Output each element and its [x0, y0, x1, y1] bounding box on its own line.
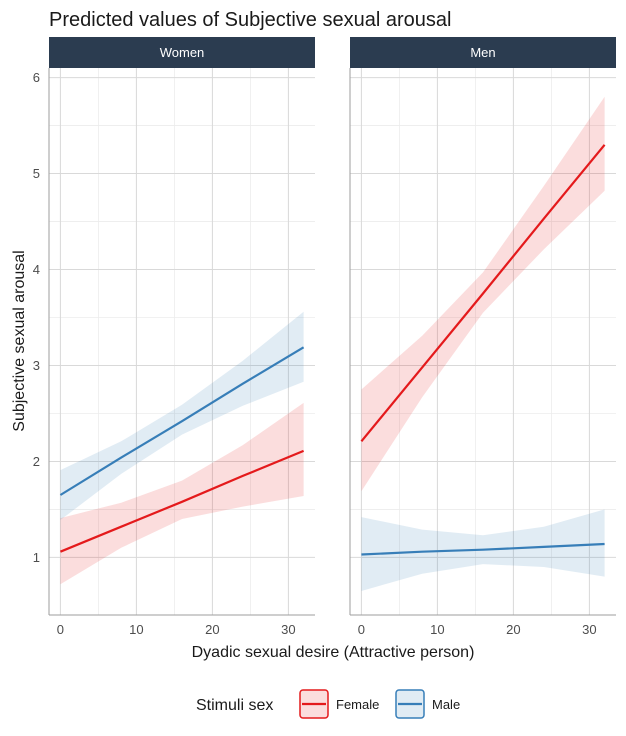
chart-title: Predicted values of Subjective sexual ar…: [49, 9, 451, 31]
x-tick-label: 0: [57, 622, 64, 637]
series-line-male: [59, 346, 305, 496]
legend-label: Male: [432, 697, 460, 712]
x-tick-label: 10: [129, 622, 143, 637]
x-tick-label: 0: [358, 622, 365, 637]
y-tick-label: 3: [33, 358, 40, 373]
gridlines: [350, 68, 616, 615]
legend-item-male: Male: [395, 689, 460, 719]
ci-band-female: [60, 402, 304, 585]
panel-men: Men 0 10 20 30: [349, 37, 616, 637]
x-tick-label: 20: [506, 622, 520, 637]
ci-band-male: [60, 311, 304, 520]
facet-strip: [49, 37, 315, 68]
panels-layer: Women 0 10 20 30 Men 0 10 20 30: [48, 37, 616, 637]
y-tick-label: 6: [33, 70, 40, 85]
legend-item-female: Female: [299, 689, 379, 719]
series-line-female: [59, 449, 305, 553]
y-tick-label: 1: [33, 550, 40, 565]
facet-strip-label: Women: [160, 45, 205, 60]
x-axis-title: Dyadic sexual desire (Attractive person): [192, 644, 475, 661]
x-tick-label: 30: [281, 622, 295, 637]
y-tick-label: 4: [33, 262, 40, 277]
x-tick-label: 10: [430, 622, 444, 637]
legend-title: Stimuli sex: [196, 697, 273, 714]
facet-strip-label: Men: [470, 45, 495, 60]
gridlines: [49, 68, 315, 615]
panel-women: Women 0 10 20 30: [48, 37, 315, 637]
x-tick-label: 30: [582, 622, 596, 637]
legend: Stimuli sex Female Male: [196, 689, 460, 719]
legend-label: Female: [336, 697, 379, 712]
facet-strip: [350, 37, 616, 68]
y-axis-ticks: 1 2 3 4 5 6: [33, 70, 40, 565]
x-tick-label: 20: [205, 622, 219, 637]
y-tick-label: 2: [33, 454, 40, 469]
y-tick-label: 5: [33, 166, 40, 181]
series-line-female: [360, 144, 606, 442]
y-axis-title: Subjective sexual arousal: [11, 250, 28, 431]
series-line-male: [361, 542, 605, 556]
